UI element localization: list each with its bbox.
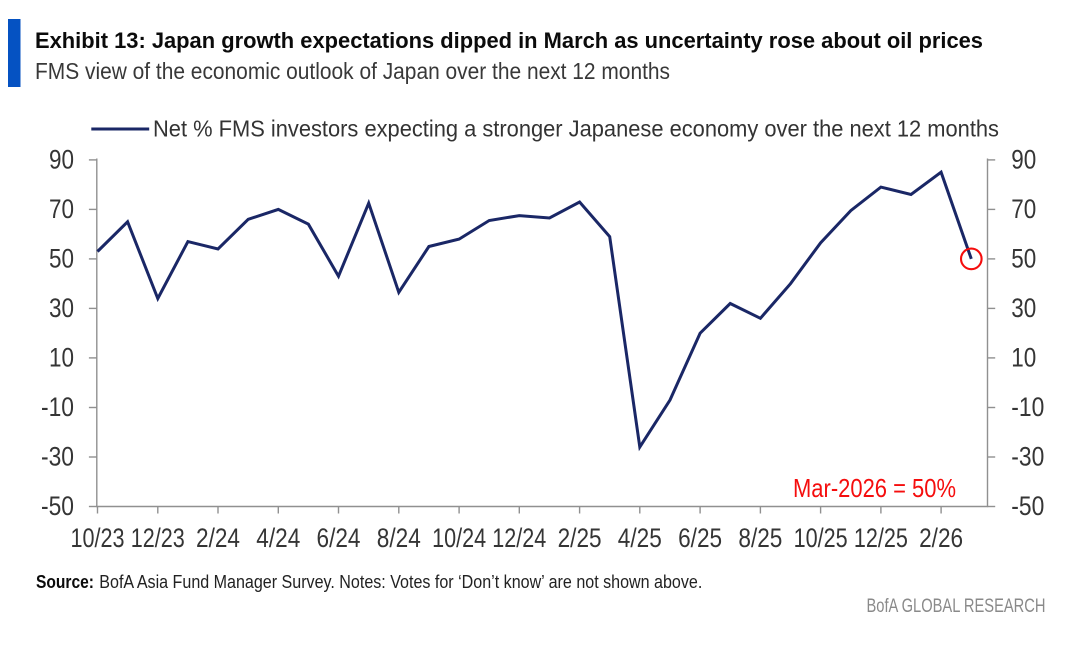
svg-text:Source:: Source:: [36, 572, 94, 592]
svg-text:30: 30: [1011, 293, 1036, 323]
svg-text:6/25: 6/25: [678, 523, 722, 553]
svg-text:BofA Asia Fund Manager Survey.: BofA Asia Fund Manager Survey. Notes: Vo…: [99, 572, 702, 592]
svg-text:8/24: 8/24: [377, 523, 421, 553]
svg-text:-10: -10: [41, 392, 74, 422]
svg-text:4/25: 4/25: [618, 523, 662, 553]
svg-text:50: 50: [1011, 244, 1036, 274]
svg-text:2/25: 2/25: [558, 523, 602, 553]
svg-text:-10: -10: [1011, 392, 1044, 422]
svg-text:70: 70: [49, 194, 74, 224]
svg-text:10: 10: [49, 343, 74, 373]
svg-text:70: 70: [1011, 194, 1036, 224]
svg-text:10/24: 10/24: [432, 523, 486, 553]
svg-text:30: 30: [49, 293, 74, 323]
svg-text:90: 90: [1011, 145, 1036, 175]
svg-text:-50: -50: [1011, 491, 1044, 521]
svg-text:12/25: 12/25: [854, 523, 908, 553]
svg-text:10/23: 10/23: [71, 523, 125, 553]
svg-text:2/26: 2/26: [919, 523, 963, 553]
svg-text:90: 90: [49, 145, 74, 175]
svg-text:10: 10: [1011, 343, 1036, 373]
svg-text:12/23: 12/23: [131, 523, 185, 553]
svg-text:-30: -30: [1011, 442, 1044, 472]
svg-text:Exhibit 13: Japan growth expec: Exhibit 13: Japan growth expectations di…: [35, 28, 983, 53]
svg-text:BofA GLOBAL RESEARCH: BofA GLOBAL RESEARCH: [867, 596, 1046, 617]
svg-text:10/25: 10/25: [794, 523, 848, 553]
svg-text:-50: -50: [41, 491, 74, 521]
svg-text:12/24: 12/24: [492, 523, 546, 553]
svg-text:-30: -30: [41, 442, 74, 472]
svg-text:Mar-2026 = 50%: Mar-2026 = 50%: [793, 473, 956, 503]
svg-text:50: 50: [49, 244, 74, 274]
svg-text:FMS view of the economic outlo: FMS view of the economic outlook of Japa…: [35, 58, 670, 84]
svg-text:8/25: 8/25: [738, 523, 782, 553]
svg-text:Net % FMS investors expecting: Net % FMS investors expecting a stronger…: [153, 116, 999, 142]
svg-text:4/24: 4/24: [256, 523, 300, 553]
svg-text:6/24: 6/24: [317, 523, 361, 553]
svg-text:2/24: 2/24: [196, 523, 240, 553]
